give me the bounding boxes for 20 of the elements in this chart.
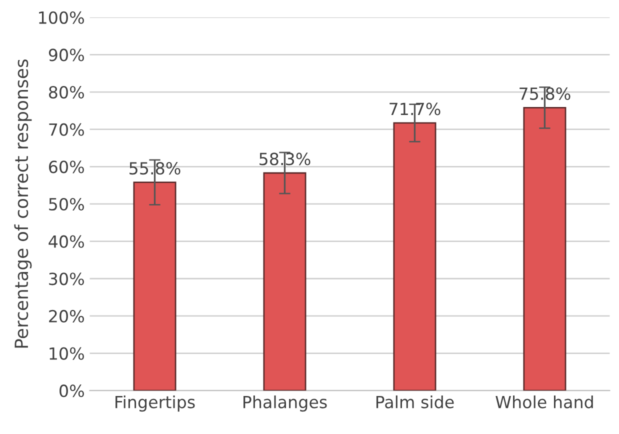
y-tick-label: 70% bbox=[49, 123, 84, 136]
y-axis-title: Percentage of correct responses bbox=[14, 59, 32, 348]
x-tick-label: Palm side bbox=[376, 395, 454, 408]
bar bbox=[263, 172, 306, 391]
y-tick-label: 30% bbox=[49, 272, 84, 286]
x-tick-label: Phalanges bbox=[244, 395, 327, 412]
y-tick-label: 80% bbox=[48, 86, 84, 99]
y-tick-label: 50% bbox=[49, 198, 84, 211]
bar bbox=[523, 106, 566, 391]
y-tick-label: 100% bbox=[39, 11, 84, 24]
x-tick-label: Whole hand bbox=[496, 395, 593, 408]
y-tick-label: 60% bbox=[49, 160, 84, 174]
bar bbox=[133, 182, 176, 391]
y-tick-label: 40% bbox=[48, 235, 84, 248]
bar bbox=[393, 122, 436, 391]
x-tick-label: Fingertips bbox=[116, 395, 195, 412]
y-tick-label: 0% bbox=[60, 384, 84, 398]
y-tick-label: 20% bbox=[49, 310, 84, 323]
y-tick-label: 90% bbox=[48, 48, 84, 62]
y-tick-label: 10% bbox=[50, 347, 84, 360]
